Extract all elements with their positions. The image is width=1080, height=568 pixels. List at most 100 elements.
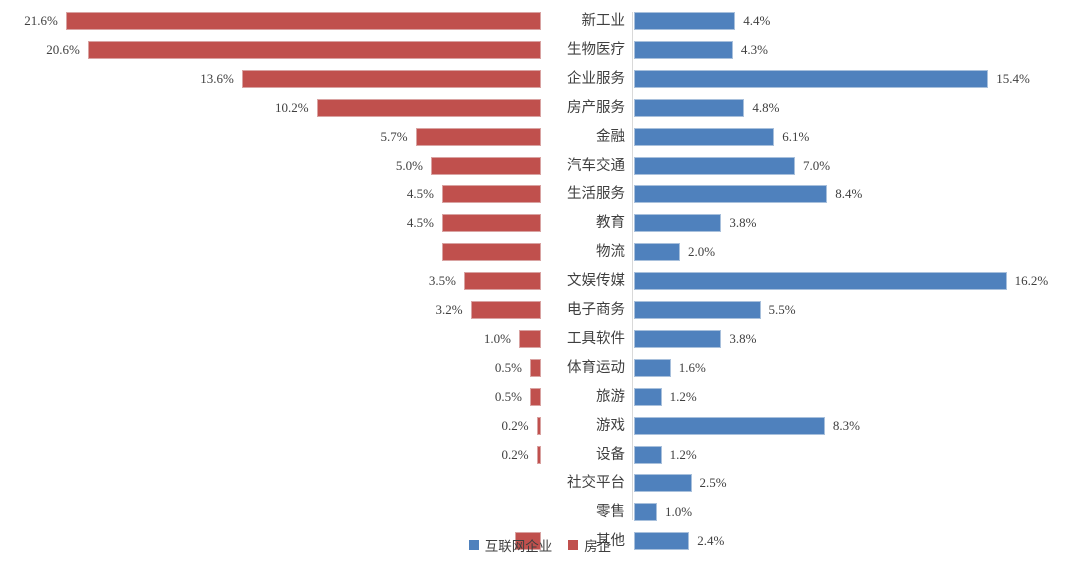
bar-internet[interactable] xyxy=(634,69,989,88)
bar-internet[interactable] xyxy=(634,40,733,59)
bar-internet[interactable] xyxy=(634,387,662,406)
chart-legend: 互联网企业 房企 xyxy=(0,533,1080,557)
bar-internet[interactable] xyxy=(634,127,775,146)
bar-label-realestate: 0.5% xyxy=(494,359,522,375)
bar-realestate[interactable] xyxy=(530,358,541,377)
bar-label-realestate: 0.5% xyxy=(494,388,522,404)
bar-label-internet: 8.3% xyxy=(832,417,860,433)
right-bar-zone: 8.4% xyxy=(634,181,1080,207)
bar-realestate[interactable] xyxy=(470,301,541,319)
bar-label-internet: 2.0% xyxy=(688,244,716,260)
bar-realestate[interactable] xyxy=(442,185,541,204)
right-bar-zone: 4.3% xyxy=(634,37,1080,63)
right-bar-zone: 4.8% xyxy=(634,95,1080,121)
bar-realestate[interactable] xyxy=(241,69,541,88)
left-bar-zone xyxy=(0,528,541,554)
left-bar-zone xyxy=(0,499,541,525)
bar-realestate[interactable] xyxy=(65,12,541,30)
left-bar-zone: 5.7% xyxy=(0,124,541,150)
legend-label-internet: 互联网企业 xyxy=(484,539,553,555)
right-bar-zone: 5.5% xyxy=(634,297,1080,323)
right-bar-zone: 1.2% xyxy=(634,442,1080,468)
chart-row: 1.0% 工具软件 3.8% xyxy=(0,326,1080,352)
bar-realestate[interactable] xyxy=(316,98,541,117)
bar-internet[interactable] xyxy=(634,243,680,262)
bar-label-realestate: 3.2% xyxy=(435,302,463,317)
bar-internet[interactable] xyxy=(634,474,692,493)
bar-realestate[interactable] xyxy=(442,214,541,233)
bar-internet[interactable] xyxy=(634,445,662,464)
bar-realestate[interactable] xyxy=(442,243,541,262)
bar-internet[interactable] xyxy=(634,532,690,551)
left-bar-zone: 3.2% xyxy=(0,297,541,323)
bar-label-internet: 2.5% xyxy=(699,475,727,491)
right-bar-zone: 1.6% xyxy=(634,355,1080,381)
chart-row: 其他 2.4% xyxy=(0,528,1080,554)
bar-realestate[interactable] xyxy=(536,416,541,435)
chart-row: 3.5% 文娱传媒 16.2% xyxy=(0,268,1080,294)
left-bar-zone xyxy=(0,239,541,265)
bar-internet[interactable] xyxy=(634,214,722,233)
category-label: 游戏 xyxy=(596,417,625,434)
category-label: 旅游 xyxy=(596,388,625,405)
left-bar-zone: 20.6% xyxy=(0,37,541,63)
bar-label-internet: 4.3% xyxy=(740,41,768,57)
right-bar-zone: 1.0% xyxy=(634,499,1080,525)
chart-row: 20.6% 生物医疗 4.3% xyxy=(0,37,1080,63)
bar-realestate[interactable] xyxy=(536,445,541,464)
bar-internet[interactable] xyxy=(634,416,825,435)
legend-swatch-realestate xyxy=(568,540,579,550)
right-bar-zone: 15.4% xyxy=(634,66,1080,92)
bar-realestate[interactable] xyxy=(464,272,541,291)
legend-label-realestate: 房企 xyxy=(584,539,612,555)
chart-row: 3.2% 电子商务 5.5% xyxy=(0,297,1080,323)
bar-realestate[interactable] xyxy=(530,387,541,406)
left-bar-zone: 0.2% xyxy=(0,413,541,439)
right-bar-zone: 2.5% xyxy=(634,470,1080,496)
chart-row: 0.5% 体育运动 1.6% xyxy=(0,355,1080,381)
right-bar-zone: 4.4% xyxy=(634,8,1080,34)
bar-internet[interactable] xyxy=(634,358,671,377)
bar-label-realestate: 1.0% xyxy=(483,330,511,346)
bar-internet[interactable] xyxy=(634,12,736,30)
category-label: 房产服务 xyxy=(567,99,625,116)
category-label: 新工业 xyxy=(581,13,626,29)
legend-item-internet[interactable]: 互联网企业 xyxy=(468,535,553,555)
left-bar-zone: 0.5% xyxy=(0,384,541,410)
bar-label-realestate: 10.2% xyxy=(275,99,309,115)
bar-internet[interactable] xyxy=(634,272,1007,291)
bar-internet[interactable] xyxy=(634,301,761,319)
category-label: 汽车交通 xyxy=(567,157,625,174)
bar-internet[interactable] xyxy=(634,503,657,522)
right-bar-zone: 2.4% xyxy=(634,528,1080,554)
bar-label-realestate: 4.5% xyxy=(406,186,434,202)
category-label: 其他 xyxy=(596,533,625,550)
bar-realestate[interactable] xyxy=(431,156,541,175)
bar-label-internet: 1.2% xyxy=(669,388,697,404)
bar-internet[interactable] xyxy=(634,156,795,175)
left-bar-zone: 4.5% xyxy=(0,210,541,236)
bar-realestate[interactable] xyxy=(415,127,541,146)
category-label: 物流 xyxy=(596,244,625,261)
category-label: 文娱传媒 xyxy=(567,273,625,290)
chart-row: 0.2% 设备 1.2% xyxy=(0,442,1080,468)
right-bar-zone: 7.0% xyxy=(634,153,1080,179)
left-bar-zone: 0.5% xyxy=(0,355,541,381)
bar-internet[interactable] xyxy=(634,185,828,204)
bar-realestate[interactable] xyxy=(519,329,541,348)
category-label: 零售 xyxy=(596,504,625,521)
category-label: 工具软件 xyxy=(567,330,625,347)
bar-realestate[interactable] xyxy=(514,532,541,551)
right-bar-zone: 8.3% xyxy=(634,413,1080,439)
bar-internet[interactable] xyxy=(634,329,722,348)
bar-internet[interactable] xyxy=(634,98,745,117)
right-bar-zone: 16.2% xyxy=(634,268,1080,294)
bar-label-realestate: 13.6% xyxy=(200,70,234,86)
left-bar-zone: 10.2% xyxy=(0,95,541,121)
bar-label-internet: 16.2% xyxy=(1014,273,1049,289)
left-bar-zone: 0.2% xyxy=(0,442,541,468)
bar-label-realestate: 21.6% xyxy=(24,13,58,28)
bar-realestate[interactable] xyxy=(87,40,541,59)
legend-item-realestate[interactable]: 房企 xyxy=(568,535,611,555)
right-bar-zone: 3.8% xyxy=(634,210,1080,236)
